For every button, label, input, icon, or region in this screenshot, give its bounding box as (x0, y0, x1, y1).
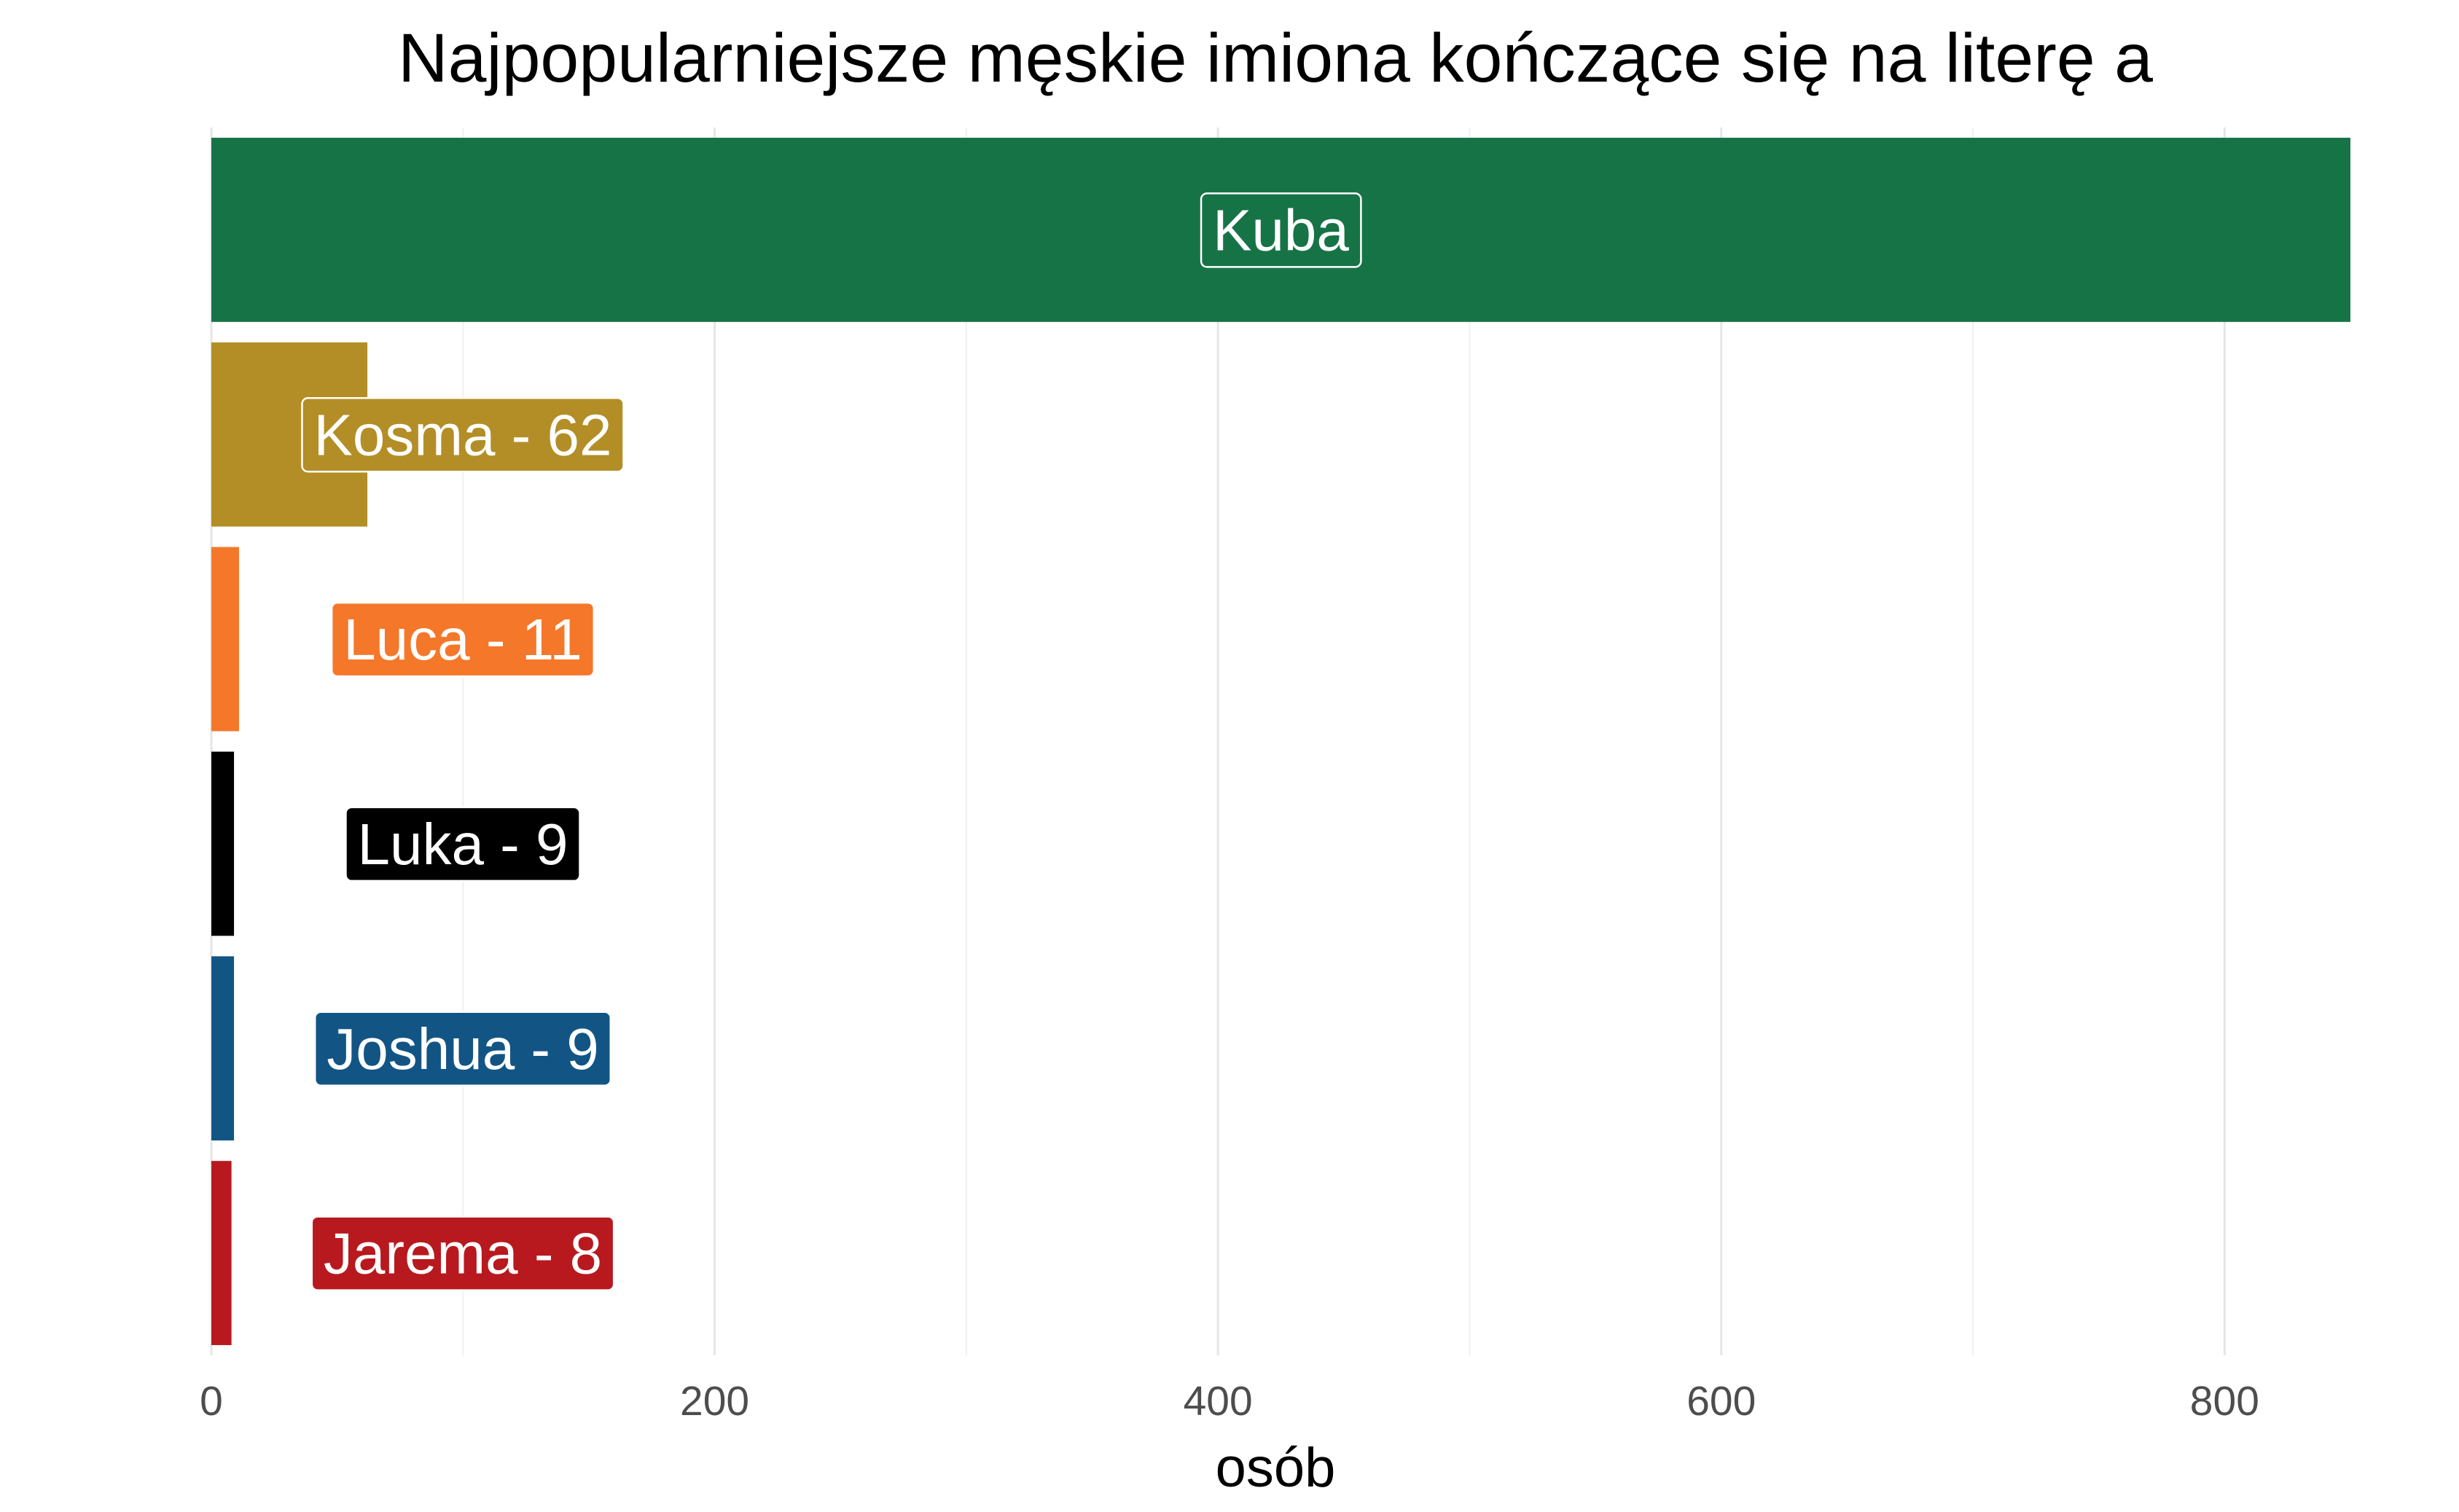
bars (211, 138, 2350, 1345)
bar-label-luka: Luka - 9 (345, 806, 581, 882)
bar-label-box (310, 1215, 615, 1291)
chart-title: Najpopularniejsze męskie imiona kończące… (398, 20, 2153, 97)
x-axis-title: osób (1216, 1437, 1336, 1499)
bar-joshua (211, 956, 235, 1141)
bar-label-text: Luca - 11 (343, 607, 582, 672)
x-tick-label: 600 (1686, 1378, 1756, 1425)
bar-label-text: Kosma - 62 (313, 402, 611, 467)
x-tick-label: 200 (680, 1378, 749, 1425)
grid-lines (210, 128, 2226, 1355)
bar-label-box (345, 806, 581, 882)
bar-label-text: Jarema - 8 (324, 1221, 602, 1286)
bar-luca (211, 547, 239, 732)
bar-labels: Kuba Kosma - 62 Luca - 11 Luka - 9 Joshua - … (301, 192, 1362, 1291)
x-axis-ticks: 0 200 400 600 800 (200, 1378, 2259, 1425)
bar-label-box (1200, 192, 1362, 268)
bar-jarema (211, 1161, 232, 1345)
bar-label-text: Luka - 9 (357, 812, 568, 877)
bar-label-text: Kuba (1213, 197, 1349, 262)
bar-luka (211, 751, 235, 936)
bar-label-box (330, 601, 595, 678)
bar-label-box (313, 1011, 612, 1086)
bar-label-text: Joshua - 9 (327, 1017, 599, 1081)
bar-label-kuba: Kuba (1200, 192, 1362, 268)
x-tick-label: 400 (1184, 1378, 1253, 1425)
bar-label-kosma: Kosma - 62 (301, 397, 625, 473)
bar-label-jarema: Jarema - 8 (310, 1215, 615, 1291)
bar-label-joshua: Joshua - 9 (313, 1011, 612, 1086)
bar-label-box (301, 397, 625, 473)
x-tick-label: 0 (200, 1378, 223, 1425)
bar-label-luca: Luca - 11 (330, 601, 595, 678)
x-tick-label: 800 (2190, 1378, 2259, 1425)
